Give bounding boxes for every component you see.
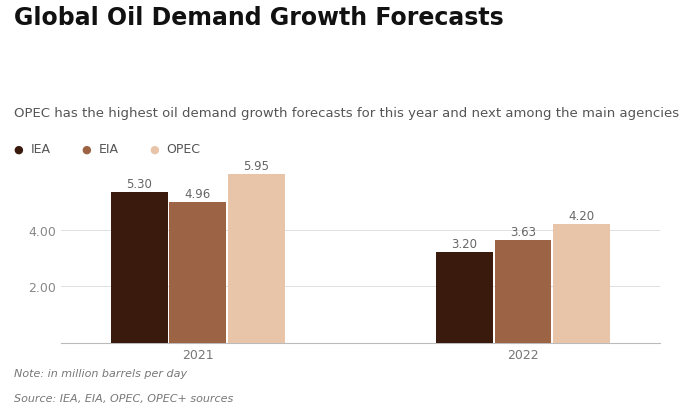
Text: ●: ● bbox=[150, 144, 159, 154]
Text: Source: IEA, EIA, OPEC, OPEC+ sources: Source: IEA, EIA, OPEC, OPEC+ sources bbox=[14, 393, 233, 402]
Bar bbox=[169, 203, 226, 344]
Text: ●: ● bbox=[82, 144, 91, 154]
Text: 5.95: 5.95 bbox=[243, 160, 269, 172]
Text: 3.63: 3.63 bbox=[510, 225, 536, 238]
Text: Global Oil Demand Growth Forecasts: Global Oil Demand Growth Forecasts bbox=[14, 6, 503, 30]
Bar bbox=[553, 224, 610, 344]
Text: 4.20: 4.20 bbox=[568, 209, 594, 222]
Text: EIA: EIA bbox=[99, 143, 118, 156]
Text: 3.20: 3.20 bbox=[452, 238, 477, 250]
Text: OPEC has the highest oil demand growth forecasts for this year and next among th: OPEC has the highest oil demand growth f… bbox=[14, 106, 680, 119]
Bar bbox=[228, 175, 285, 344]
Text: 5.30: 5.30 bbox=[126, 178, 152, 191]
Text: ●: ● bbox=[14, 144, 23, 154]
Text: IEA: IEA bbox=[31, 143, 50, 156]
Text: OPEC: OPEC bbox=[167, 143, 201, 156]
Bar bbox=[494, 240, 551, 344]
Text: Note: in million barrels per day: Note: in million barrels per day bbox=[14, 368, 187, 378]
Text: 4.96: 4.96 bbox=[185, 187, 211, 200]
Bar bbox=[111, 193, 168, 344]
Bar bbox=[436, 253, 493, 344]
